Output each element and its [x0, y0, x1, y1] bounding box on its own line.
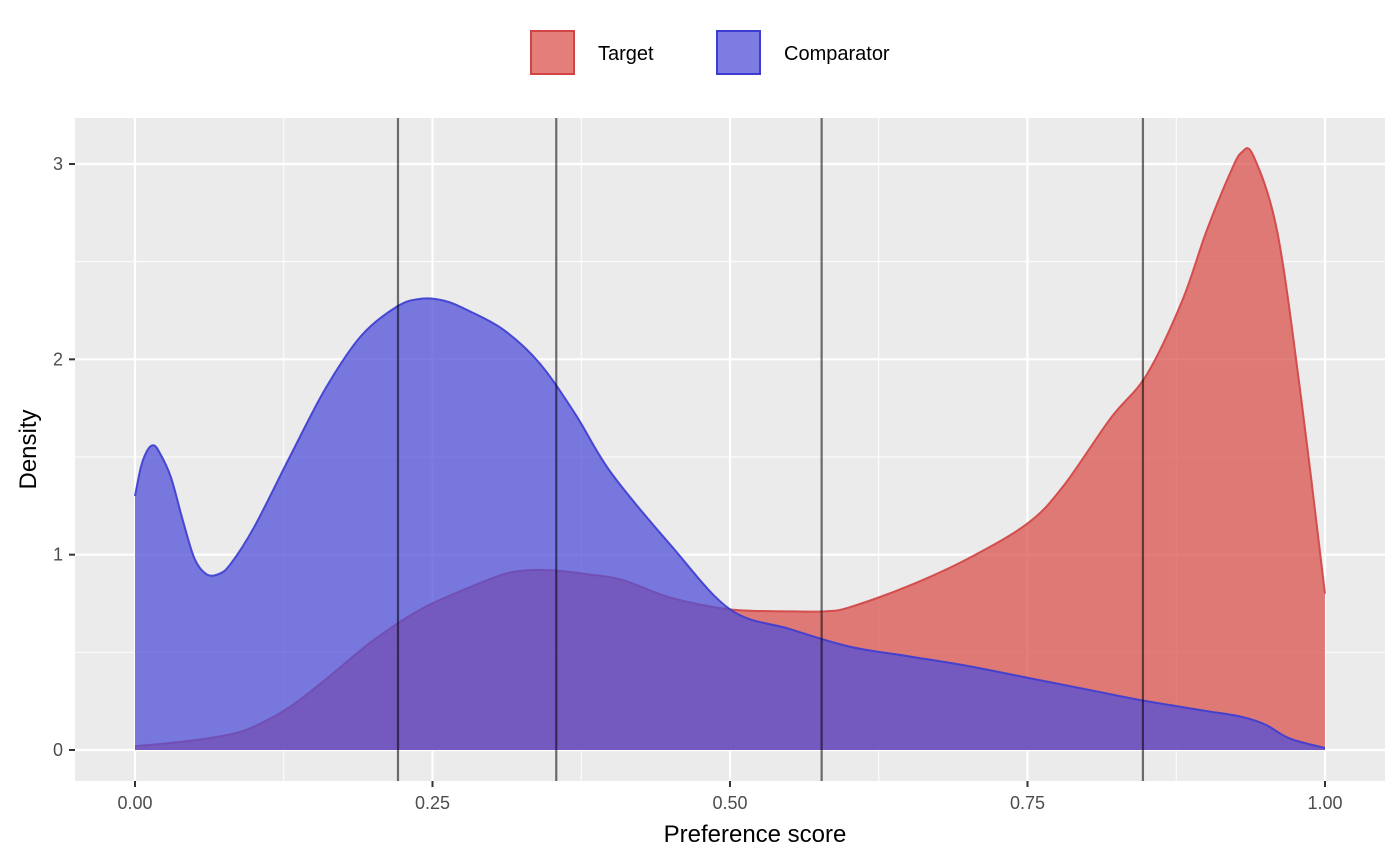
density-areas	[134, 147, 1326, 750]
area-comparator	[135, 298, 1325, 750]
y-tick-label: 2	[53, 349, 63, 369]
legend-label-target: Target	[598, 43, 654, 65]
x-tick-label: 0.00	[117, 793, 152, 813]
x-tick-label: 0.25	[415, 793, 450, 813]
y-tick-label: 0	[53, 740, 63, 760]
legend-swatch-comparator	[716, 30, 761, 75]
y-tick-label: 1	[53, 545, 63, 565]
vertical-reference-lines	[396, 118, 1145, 781]
legend-swatch-target	[530, 30, 575, 75]
line-comparator	[134, 297, 1326, 750]
x-tick-label: 0.50	[712, 793, 747, 813]
legend: Target Comparator	[530, 30, 890, 75]
y-tick-label: 3	[53, 154, 63, 174]
x-tick-label: 0.75	[1010, 793, 1045, 813]
x-axis-title: Preference score	[664, 821, 847, 848]
axes: 0.00 0.25 0.50 0.75 1.00 0 1 2 3	[53, 154, 1343, 813]
x-tick-label: 1.00	[1307, 793, 1342, 813]
legend-label-comparator: Comparator	[784, 43, 890, 65]
y-axis-title: Density	[15, 409, 42, 489]
area-target	[135, 148, 1325, 750]
